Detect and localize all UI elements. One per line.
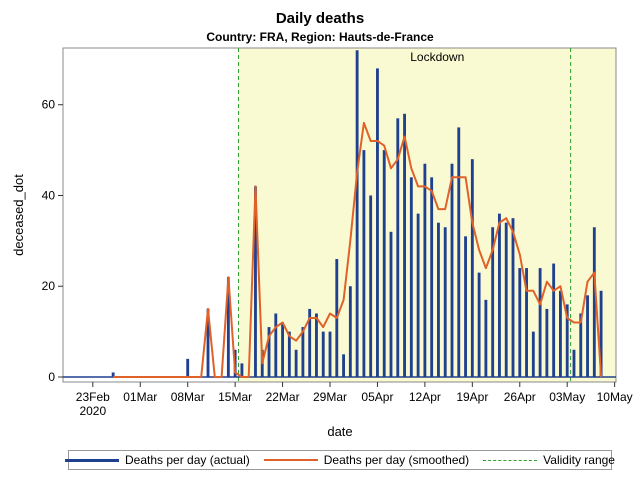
x-tick-label: 29Mar — [313, 390, 347, 404]
bar-actual — [328, 331, 332, 377]
x-tick-label: 19Apr — [456, 390, 488, 404]
legend-swatch-smoothed — [263, 459, 318, 461]
bar-actual — [491, 227, 495, 377]
legend-label-smoothed: Deaths per day (smoothed) — [323, 453, 470, 467]
bar-actual — [111, 372, 115, 377]
bar-actual — [504, 222, 508, 377]
bar-actual — [464, 236, 467, 377]
bar-actual — [538, 268, 542, 377]
x-tick-label: 23Feb — [76, 390, 110, 404]
x-tick-label: 15Mar — [218, 390, 252, 404]
bar-actual — [267, 327, 271, 377]
y-tick-label: 0 — [48, 370, 55, 384]
bar-actual — [457, 127, 461, 378]
bar-actual — [301, 327, 305, 377]
bar-actual — [498, 213, 501, 377]
y-tick-label: 40 — [42, 188, 56, 202]
line-smoothed — [113, 121, 603, 378]
bar-actual — [274, 313, 278, 377]
chart-title: Daily deaths — [275, 10, 365, 27]
bar-actual — [531, 331, 535, 377]
bar-actual — [389, 231, 393, 377]
bar-actual — [362, 150, 366, 377]
bar-actual — [525, 268, 528, 377]
bar-actual — [226, 277, 230, 377]
bar-actual — [396, 118, 400, 378]
bar-actual — [443, 227, 447, 377]
bar-actual — [315, 313, 318, 377]
x-tick-label: 26Apr — [504, 390, 536, 404]
legend-item-smoothed: Deaths per day (smoothed) — [263, 453, 470, 467]
bar-actual — [294, 349, 298, 377]
bar-actual — [281, 322, 284, 377]
x-tick-label: 10May — [597, 390, 633, 404]
plot-frame — [62, 47, 617, 383]
bar-actual — [470, 159, 474, 377]
bar-actual — [409, 177, 413, 377]
bar-actual — [430, 177, 434, 377]
bar-actual — [254, 186, 257, 377]
x-tick-label: 05Apr — [361, 390, 393, 404]
bar-actual — [308, 308, 312, 377]
legend-swatch-validity — [483, 459, 538, 461]
bar-actual — [186, 358, 190, 377]
bar-actual — [206, 308, 210, 377]
x-tick-label: 01Mar — [123, 390, 157, 404]
chart-subtitle: Country: FRA, Region: Hauts-de-France — [206, 30, 434, 44]
bar-actual — [437, 222, 440, 377]
bar-actual — [348, 286, 352, 377]
bar-actual — [586, 295, 589, 377]
bar-actual — [545, 308, 549, 377]
y-tick-label: 60 — [42, 98, 56, 112]
bar-actual — [484, 299, 488, 377]
legend-label-actual: Deaths per day (actual) — [125, 453, 250, 467]
x-tick-label: 12Apr — [409, 390, 441, 404]
bar-actual — [552, 263, 556, 377]
bar-actual — [376, 68, 379, 378]
bar-actual — [382, 150, 386, 377]
bar-actual — [450, 163, 454, 377]
legend-item-validity: Validity range — [483, 453, 615, 467]
bar-actual — [579, 313, 583, 377]
legend-item-actual: Deaths per day (actual) — [65, 453, 250, 467]
bar-actual — [565, 304, 569, 377]
bar-actual — [287, 331, 291, 377]
x-tick-label: 22Mar — [266, 390, 300, 404]
bar-actual — [559, 290, 562, 377]
bar-actual — [369, 195, 373, 377]
y-axis-label: deceased_dot — [11, 174, 26, 256]
x-axis-label: date — [327, 424, 352, 439]
legend-swatch-actual — [65, 458, 120, 462]
bar-actual — [240, 363, 244, 377]
bar-actual — [572, 349, 576, 377]
chart-legend: Deaths per day (actual) Deaths per day (… — [65, 450, 615, 470]
bar-actual — [592, 227, 596, 377]
bar-actual — [416, 213, 420, 377]
x-tick-label: 08Mar — [171, 390, 205, 404]
x-tick-label-year: 2020 — [79, 404, 106, 418]
bar-actual — [511, 218, 515, 377]
bar-actual — [518, 268, 522, 377]
bar-actual — [599, 290, 603, 377]
lockdown-annotation: Lockdown — [410, 50, 464, 64]
legend-label-validity: Validity range — [543, 453, 615, 467]
x-tick-label: 03May — [549, 390, 585, 404]
bar-actual — [423, 163, 427, 377]
bar-actual — [403, 113, 406, 378]
bar-actual — [355, 50, 359, 377]
bar-actual — [342, 354, 345, 377]
bar-actual — [477, 272, 481, 377]
y-tick-label: 20 — [42, 279, 56, 293]
bar-actual — [321, 331, 325, 377]
